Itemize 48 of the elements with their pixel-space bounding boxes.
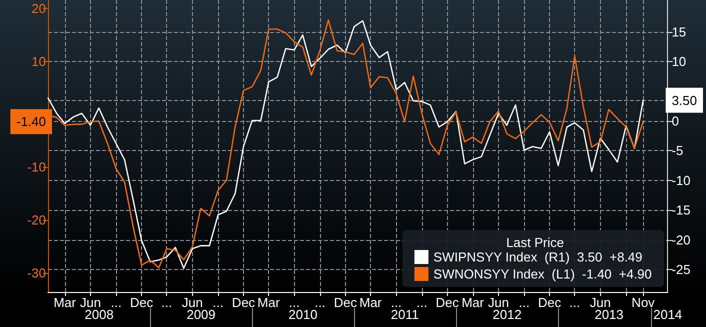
x-tick-label: Dec <box>232 295 256 310</box>
x2-tick-label: 2008 <box>84 307 114 322</box>
y-tick-label: -30 <box>27 265 46 280</box>
y2-tick-label: -20 <box>672 232 690 248</box>
x-tick-label: ... <box>569 295 580 310</box>
y-tick-label: 10 <box>32 54 46 69</box>
y2-tick-label: 3.50 <box>672 92 698 108</box>
x2-tick-label: 2009 <box>186 307 216 322</box>
x2-tick-label: 2012 <box>492 307 522 322</box>
y2-tick-label: -15 <box>672 202 690 218</box>
x-tick-label: ... <box>110 295 122 310</box>
x-tick-label: Dec <box>130 295 154 310</box>
x-tick-label: Jun <box>182 295 203 310</box>
y-tick-label: -20 <box>27 212 46 228</box>
x-tick-label: Jun <box>488 295 509 310</box>
x-tick-label: Mar <box>462 295 485 310</box>
x-tick-label: ... <box>518 295 530 310</box>
x-tick-label: Mar <box>54 295 77 310</box>
x-tick-label: Dec <box>436 295 460 310</box>
y-tick-label: 20 <box>32 0 46 16</box>
x-tick-label: Jun <box>590 295 611 310</box>
x2-tick-label: 2011 <box>390 307 419 322</box>
x2-tick-label: 2010 <box>288 307 318 322</box>
x-tick-label: ... <box>288 295 300 310</box>
x2-tick-label: 2013 <box>594 307 624 322</box>
y2-tick-label: -5 <box>672 143 684 158</box>
x-tick-label: Mar <box>257 295 280 310</box>
x-tick-label: ... <box>416 295 428 310</box>
x2-tick-label: 2014 <box>653 307 682 322</box>
y-tick-label: -1.40 <box>16 114 46 130</box>
y2-tick-label: -10 <box>672 172 690 188</box>
x-tick-label: Dec <box>538 295 562 310</box>
y2-tick-label: -25 <box>672 262 690 277</box>
x-tick-label: ... <box>314 295 326 310</box>
x-tick-label: Mar <box>359 295 382 310</box>
legend-label: SWNONSYY Index (L1) -1.40 +4.90 <box>433 266 652 282</box>
y2-tick-label: 15 <box>672 24 686 40</box>
y2-tick-label: 0 <box>672 114 679 129</box>
legend-title: Last Price <box>506 235 564 250</box>
legend-label: SWIPNSYY Index (R1) 3.50 +8.49 <box>433 250 642 264</box>
x-tick-label: ... <box>161 295 172 310</box>
x-tick-label: Jun <box>80 295 101 310</box>
x-tick-label: ... <box>390 295 402 310</box>
y-tick-label: -10 <box>27 160 46 175</box>
x-tick-label: Dec <box>334 295 358 310</box>
x-tick-label: ... <box>212 295 224 310</box>
y2-tick-label: 10 <box>672 54 686 70</box>
x-tick-label: Nov <box>632 295 656 310</box>
